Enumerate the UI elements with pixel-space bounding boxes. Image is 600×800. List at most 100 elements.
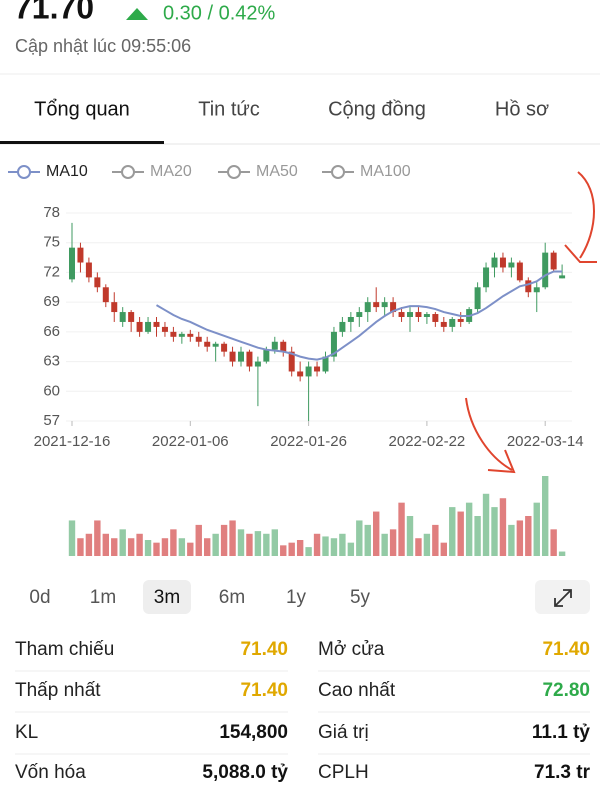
- range-button[interactable]: 1m: [90, 587, 116, 608]
- ma-line: [155, 270, 563, 361]
- candle-body: [136, 321, 143, 332]
- chart: 57 60 63 66 69 72 75 78 2021-12-16 2022-01-06 2022…: [34, 204, 584, 556]
- candle-body: [474, 287, 481, 310]
- candle-body: [415, 312, 422, 317]
- tab[interactable]: Tin tức: [198, 98, 260, 120]
- range-button[interactable]: 3m: [154, 587, 180, 608]
- volume-bar: [212, 533, 219, 556]
- volume-bar: [525, 516, 532, 556]
- tab[interactable]: Hồ sơ: [495, 98, 549, 120]
- y-tick-label: 60: [43, 382, 60, 399]
- volume-bar: [144, 540, 152, 556]
- candle-body: [457, 318, 464, 322]
- stat-label: Tham chiếu: [15, 639, 114, 660]
- volume-bar: [237, 529, 245, 556]
- candle-body: [187, 333, 194, 337]
- volume-bar: [271, 529, 278, 556]
- candle-body: [330, 331, 337, 357]
- volume-bar: [491, 507, 498, 556]
- stat-value: 71.40: [240, 680, 288, 701]
- volume-bar: [288, 542, 295, 556]
- candle-body: [373, 302, 380, 308]
- range-selected: [143, 580, 191, 614]
- volume-bar: [440, 542, 447, 556]
- volume-bar: [339, 533, 346, 556]
- candle-body: [559, 275, 566, 279]
- volume-bar: [263, 533, 270, 556]
- stat-value: 5,088.0 tỷ: [202, 762, 288, 783]
- stat-label: Mở cửa: [318, 639, 385, 660]
- range-selector: 0d 1m 3m 6m 1y 5y: [29, 580, 371, 614]
- x-tick-label: 2022-02-22: [389, 433, 466, 450]
- candle-body: [204, 341, 211, 347]
- expand-button[interactable]: [535, 580, 590, 614]
- expand-icon: [554, 589, 572, 607]
- candle-body: [432, 314, 439, 322]
- volume-bar: [77, 538, 84, 556]
- volume-bar: [195, 524, 202, 556]
- tab-indicator: [0, 141, 164, 144]
- volume-bar: [347, 542, 355, 556]
- candle-body: [483, 267, 490, 288]
- range-button[interactable]: 5y: [350, 587, 371, 608]
- legend-marker: [331, 165, 345, 179]
- stat-value: 72.80: [542, 680, 590, 701]
- y-tick-label: 78: [43, 204, 60, 221]
- candle-body: [398, 312, 405, 317]
- candle-body: [356, 312, 363, 317]
- candle-body: [364, 302, 371, 313]
- range-button[interactable]: 0d: [29, 587, 50, 608]
- volume-bar: [102, 533, 109, 556]
- stat-label: Thấp nhất: [15, 680, 101, 701]
- candle-body: [288, 351, 295, 372]
- stat-label: CPLH: [318, 762, 369, 783]
- volume-bar: [482, 493, 490, 556]
- x-tick-label: 2021-12-16: [34, 433, 111, 450]
- stat-label: Cao nhất: [318, 680, 396, 701]
- range-button[interactable]: 6m: [219, 587, 245, 608]
- legend-label[interactable]: MA50: [256, 163, 298, 180]
- y-tick-label: 72: [43, 263, 60, 280]
- volume-bar: [85, 533, 93, 556]
- x-tick-label: 2022-03-14: [507, 433, 584, 450]
- candle-body: [85, 262, 92, 278]
- volume-bar: [68, 520, 76, 556]
- volume-bar: [170, 529, 177, 556]
- tab[interactable]: Tổng quan: [34, 98, 130, 120]
- legend-label[interactable]: MA10: [46, 163, 88, 180]
- candle-body: [170, 331, 177, 337]
- candle-body: [381, 302, 388, 308]
- legend: MA10 MA20 MA50 MA100: [8, 163, 411, 180]
- candle-body: [69, 247, 75, 280]
- tab[interactable]: Cộng đồng: [328, 98, 426, 120]
- candle-body: [161, 326, 168, 332]
- up-arrow: [126, 8, 148, 20]
- volume-bar: [356, 520, 363, 556]
- candle-body: [550, 252, 557, 270]
- candle-body: [423, 314, 430, 317]
- volume-bar: [499, 498, 507, 556]
- candle-body: [271, 341, 278, 350]
- candle-body: [128, 312, 135, 322]
- volume-bar: [246, 533, 253, 556]
- candle-body: [491, 257, 498, 268]
- y-tick-label: 75: [43, 234, 60, 251]
- candle-body: [229, 351, 236, 362]
- volume-bar: [204, 538, 211, 556]
- stat-value: 154,800: [219, 722, 288, 743]
- legend-marker: [227, 165, 241, 179]
- candle-body: [525, 280, 532, 293]
- volume-bar: [280, 545, 287, 556]
- candle-body: [119, 312, 126, 322]
- y-tick-label: 63: [43, 353, 60, 370]
- legend-label[interactable]: MA20: [150, 163, 192, 180]
- volume-bar: [373, 511, 380, 556]
- legend-label[interactable]: MA100: [360, 163, 411, 180]
- volume-bar: [330, 538, 338, 556]
- legend-marker: [121, 165, 135, 179]
- volume-bar: [313, 533, 321, 556]
- range-button[interactable]: 1y: [286, 587, 307, 608]
- candle-body: [102, 287, 109, 303]
- volume-bar: [508, 524, 515, 556]
